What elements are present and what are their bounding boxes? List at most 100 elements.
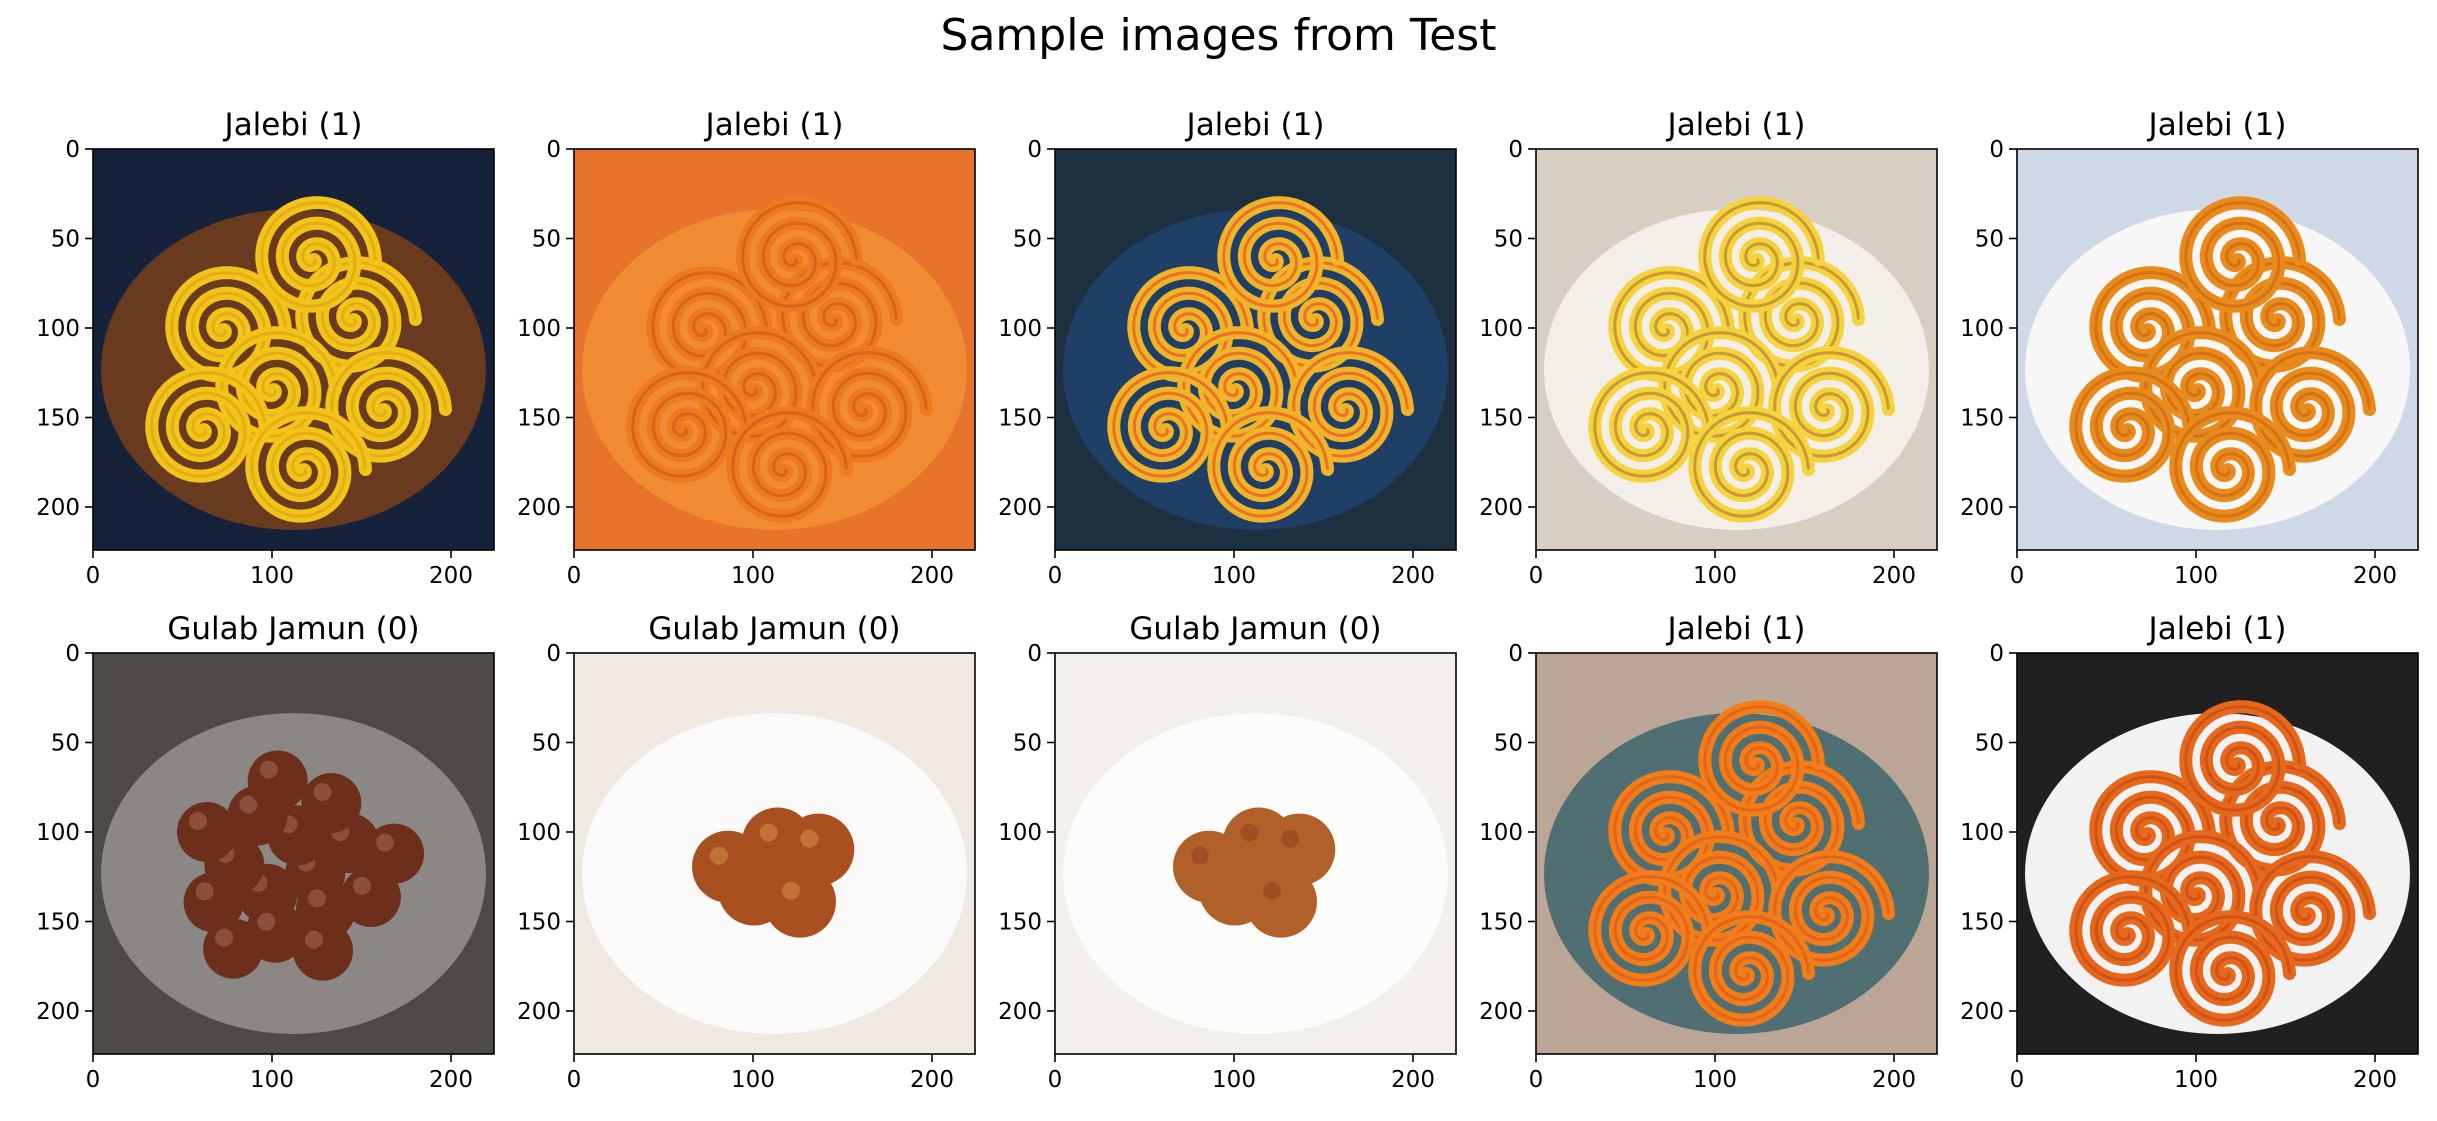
- axes-frame: [1054, 652, 1457, 1055]
- panel-title: Jalebi (1): [1185, 107, 1325, 143]
- y-tick-label: 0: [1989, 137, 2004, 163]
- y-tick-label: 50: [1494, 731, 1523, 757]
- x-tick-label: 0: [567, 1067, 582, 1093]
- food-photo: [1536, 653, 1937, 1054]
- y-tick-label: 200: [1960, 999, 2004, 1025]
- x-tick-label: 0: [1529, 563, 1544, 589]
- y-tick-label: 150: [1960, 406, 2004, 432]
- y-tick-label: 100: [1960, 820, 2004, 846]
- image-panel: Gulab Jamun (0) 0 100 200 0 50 100 150 200: [998, 611, 1457, 1093]
- y-tick-label: 200: [998, 999, 1042, 1025]
- panel-title: Jalebi (1): [1666, 611, 1806, 647]
- food-photo: [2017, 653, 2418, 1054]
- y-tick-label: 150: [36, 406, 80, 432]
- x-tick-label: 100: [1693, 1067, 1737, 1093]
- y-tick-label: 150: [517, 910, 561, 936]
- x-tick-label: 100: [731, 1067, 775, 1093]
- y-tick-label: 100: [998, 820, 1042, 846]
- y-tick-label: 150: [1960, 910, 2004, 936]
- y-tick-label: 100: [517, 316, 561, 342]
- image-panel: Jalebi (1) 0 100 200 0 50 100 150 200: [36, 107, 495, 589]
- y-tick-label: 50: [532, 227, 561, 253]
- panel-title: Gulab Jamun (0): [1129, 611, 1381, 647]
- x-tick-label: 200: [429, 563, 473, 589]
- x-tick-label: 200: [910, 1067, 954, 1093]
- x-tick-label: 200: [2353, 563, 2397, 589]
- image-panel: Jalebi (1) 0 100 200 0 50 100 150 200: [1479, 107, 1938, 589]
- food-photo: [574, 653, 975, 1054]
- x-tick-label: 100: [250, 563, 294, 589]
- axes-frame: [573, 148, 976, 551]
- y-tick-label: 100: [998, 316, 1042, 342]
- y-tick-label: 150: [1479, 406, 1523, 432]
- y-tick-label: 0: [1989, 641, 2004, 667]
- y-tick-label: 0: [1508, 641, 1523, 667]
- x-tick-label: 0: [86, 563, 101, 589]
- y-tick-label: 50: [1013, 731, 1042, 757]
- y-tick-label: 0: [65, 137, 80, 163]
- axes-frame: [573, 652, 976, 1055]
- image-panel: Jalebi (1) 0 100 200 0 50 100 150 200: [1479, 611, 1938, 1093]
- y-tick-label: 150: [1479, 910, 1523, 936]
- y-tick-label: 150: [517, 406, 561, 432]
- x-tick-label: 200: [1391, 563, 1435, 589]
- x-tick-label: 0: [1529, 1067, 1544, 1093]
- x-tick-label: 0: [2010, 563, 2025, 589]
- x-tick-label: 100: [250, 1067, 294, 1093]
- y-tick-label: 150: [36, 910, 80, 936]
- y-tick-label: 200: [36, 495, 80, 521]
- y-tick-label: 100: [1479, 820, 1523, 846]
- x-tick-label: 200: [429, 1067, 473, 1093]
- x-tick-label: 200: [1391, 1067, 1435, 1093]
- panel-title: Jalebi (1): [223, 107, 363, 143]
- axes-frame: [1054, 148, 1457, 551]
- y-tick-label: 100: [1960, 316, 2004, 342]
- y-tick-label: 200: [1479, 999, 1523, 1025]
- y-tick-label: 200: [998, 495, 1042, 521]
- y-tick-label: 0: [1027, 641, 1042, 667]
- y-tick-label: 150: [998, 910, 1042, 936]
- axes-frame: [1535, 652, 1938, 1055]
- x-tick-label: 0: [567, 563, 582, 589]
- y-tick-label: 150: [998, 406, 1042, 432]
- image-panel: Jalebi (1) 0 100 200 0 50 100 150 200: [517, 107, 976, 589]
- y-tick-label: 50: [1494, 227, 1523, 253]
- x-tick-label: 100: [2174, 1067, 2218, 1093]
- y-tick-label: 50: [51, 731, 80, 757]
- food-photo: [93, 653, 494, 1054]
- x-tick-label: 0: [86, 1067, 101, 1093]
- figure-title: Sample images from Test: [940, 10, 1497, 61]
- x-tick-label: 200: [910, 563, 954, 589]
- x-tick-label: 0: [1048, 1067, 1063, 1093]
- y-tick-label: 200: [517, 495, 561, 521]
- y-tick-label: 50: [1975, 227, 2004, 253]
- x-tick-label: 100: [1212, 563, 1256, 589]
- y-tick-label: 100: [1479, 316, 1523, 342]
- y-tick-label: 0: [1027, 137, 1042, 163]
- x-tick-label: 0: [2010, 1067, 2025, 1093]
- x-tick-label: 200: [2353, 1067, 2397, 1093]
- image-panel: Gulab Jamun (0) 0 100 200 0 50 100 150 200: [36, 611, 495, 1093]
- y-tick-label: 200: [1479, 495, 1523, 521]
- image-panel: Jalebi (1) 0 100 200 0 50 100 150 200: [1960, 611, 2419, 1093]
- food-photo: [1055, 653, 1456, 1054]
- food-photo: [93, 149, 494, 550]
- axes-frame: [92, 148, 495, 551]
- x-tick-label: 0: [1048, 563, 1063, 589]
- axes-frame: [1535, 148, 1938, 551]
- y-tick-label: 0: [1508, 137, 1523, 163]
- image-panel: Gulab Jamun (0) 0 100 200 0 50 100 150 200: [517, 611, 976, 1093]
- food-photo: [574, 149, 975, 550]
- x-tick-label: 200: [1872, 1067, 1916, 1093]
- image-panel: Jalebi (1) 0 100 200 0 50 100 150 200: [998, 107, 1457, 589]
- x-tick-label: 200: [1872, 563, 1916, 589]
- y-tick-label: 200: [36, 999, 80, 1025]
- axes-frame: [92, 652, 495, 1055]
- y-tick-label: 0: [546, 137, 561, 163]
- food-photo: [1055, 149, 1456, 550]
- x-tick-label: 100: [1693, 563, 1737, 589]
- axes-frame: [2016, 148, 2419, 551]
- y-tick-label: 50: [532, 731, 561, 757]
- y-tick-label: 200: [1960, 495, 2004, 521]
